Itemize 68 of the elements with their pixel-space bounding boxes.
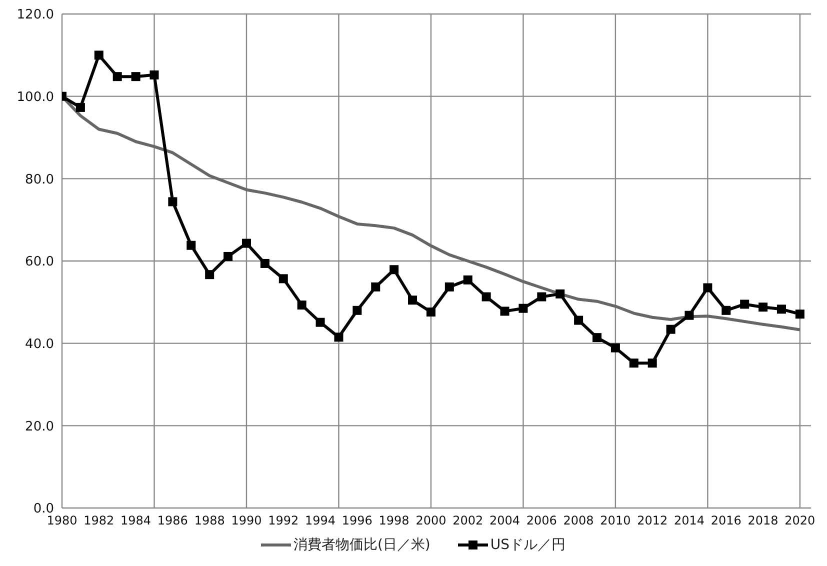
point: [334, 332, 344, 342]
x-tick-label: 1986: [157, 514, 188, 528]
point: [518, 304, 528, 313]
x-tick-label: 2010: [600, 514, 631, 528]
y-tick-label: 100.0: [16, 90, 54, 105]
point: [112, 72, 122, 82]
x-tick-label: 2016: [710, 514, 742, 528]
point: [795, 310, 804, 319]
point: [297, 300, 306, 310]
point: [94, 50, 104, 60]
point: [426, 308, 436, 317]
y-tick-label: 60.0: [25, 254, 54, 270]
point: [556, 289, 565, 298]
x-tick-label: 2014: [674, 514, 705, 528]
x-tick-label: 1998: [378, 514, 410, 528]
x-tick-label: 2002: [452, 514, 484, 528]
point: [740, 300, 750, 309]
point: [648, 358, 657, 368]
point: [574, 316, 584, 325]
point: [260, 258, 270, 268]
point: [758, 302, 768, 312]
point: [371, 282, 380, 292]
point: [168, 197, 178, 206]
point: [205, 270, 214, 280]
y-tick-label: 80.0: [25, 172, 54, 188]
point: [482, 292, 491, 302]
point: [463, 275, 472, 284]
x-tick-label: 1994: [305, 514, 336, 528]
point: [76, 102, 85, 112]
point: [610, 343, 620, 352]
point: [390, 265, 399, 274]
point: [278, 274, 288, 284]
x-tick-label: 2012: [637, 514, 668, 528]
x-tick-label: 1988: [194, 514, 225, 528]
point: [703, 283, 712, 292]
legend-label: 消費者物価比(日／米): [293, 536, 430, 554]
y-tick-label: 40.0: [25, 336, 54, 352]
point: [224, 252, 233, 261]
point: [242, 238, 251, 248]
point: [666, 324, 676, 334]
point: [186, 240, 196, 250]
x-tick-label: 2004: [489, 514, 520, 528]
point: [500, 306, 510, 316]
y-tick-label: 120.0: [16, 8, 54, 23]
legend-label: USドル／円: [490, 536, 566, 554]
point: [150, 70, 159, 80]
point: [776, 304, 786, 314]
point: [537, 292, 546, 302]
point: [352, 306, 362, 315]
point: [592, 333, 602, 342]
x-tick-label: 2020: [784, 514, 816, 528]
x-tick-label: 1990: [231, 514, 262, 528]
point: [684, 310, 694, 320]
point: [408, 296, 418, 305]
x-tick-label: 2018: [748, 514, 778, 528]
x-tick-label: 2006: [526, 514, 557, 528]
x-tick-label: 1984: [120, 514, 152, 528]
x-tick-label: 2000: [416, 514, 446, 528]
x-tick-label: 1982: [84, 514, 114, 528]
point: [444, 282, 454, 292]
y-tick-label: 20.0: [25, 419, 54, 434]
point: [316, 318, 325, 327]
point: [131, 72, 140, 82]
x-tick-label: 1996: [342, 514, 372, 528]
x-tick-label: 1992: [268, 514, 299, 528]
point: [629, 358, 638, 368]
point: [722, 306, 731, 315]
x-tick-label: 2008: [563, 514, 594, 528]
